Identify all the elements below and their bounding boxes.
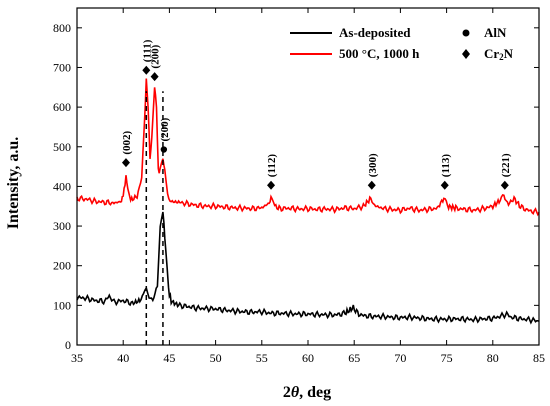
x-tick-label: 70 <box>394 351 406 365</box>
x-tick-label: 75 <box>441 351 453 365</box>
y-tick-label: 0 <box>65 338 71 352</box>
legend-aln-circle-icon <box>462 29 470 37</box>
legend-cr2n-main: Cr <box>484 46 499 61</box>
x-tick-label: 35 <box>71 351 83 365</box>
peak-label: (221) <box>500 153 512 177</box>
series-annealed-line <box>76 78 540 217</box>
cr2n-diamond-icon <box>367 180 376 190</box>
peak-label: (300) <box>367 153 379 177</box>
aln-circle-icon <box>160 146 168 153</box>
legend-cr2n-end: N <box>504 46 514 61</box>
legend-label-cr2n: Cr2N <box>484 46 514 62</box>
x-axis-label-suffix: , deg <box>299 384 331 401</box>
y-tick-label: 200 <box>53 259 71 273</box>
y-tick-label: 300 <box>53 219 71 233</box>
y-axis-label: Intensity, a.u. <box>5 137 22 229</box>
peak-label: (002) <box>121 130 133 154</box>
cr2n-diamond-icon <box>142 65 151 75</box>
y-tick-label: 600 <box>53 100 71 114</box>
peak-label: (200) <box>150 44 162 68</box>
legend-cr2n-diamond-icon <box>462 49 470 59</box>
x-axis-label: 2θ, deg <box>283 384 331 401</box>
x-tick-label: 45 <box>163 351 175 365</box>
x-tick-label: 40 <box>117 351 129 365</box>
cr2n-diamond-icon <box>440 180 449 190</box>
cr2n-diamond-icon <box>121 158 130 168</box>
peak-label: (200) <box>159 117 171 141</box>
legend-cr2n-sub: 2 <box>499 52 504 62</box>
y-tick-label: 400 <box>53 179 71 193</box>
x-tick-label: 55 <box>256 351 268 365</box>
reference-lines <box>145 91 164 345</box>
peak-annotations: (002)(111)(200)(200)(112) (300) (113) (221) <box>121 39 512 190</box>
x-tick-label: 80 <box>487 351 499 365</box>
legend-label-as-deposited: As-deposited <box>339 25 411 40</box>
y-tick-label: 100 <box>53 298 71 312</box>
y-tick-label: 700 <box>53 60 71 74</box>
y-tick-label: 500 <box>53 140 71 154</box>
peak-label: (111) <box>141 39 153 62</box>
y-tick-label: 800 <box>53 21 71 35</box>
x-tick-label: 60 <box>302 351 314 365</box>
x-tick-label: 65 <box>348 351 360 365</box>
x-axis-label-prefix: 2 <box>283 384 291 401</box>
legend-label-annealed: 500 °C, 1000 h <box>339 46 420 61</box>
peak-label: (113) <box>440 154 452 178</box>
cr2n-diamond-icon <box>150 72 159 82</box>
x-tick-label: 85 <box>533 351 545 365</box>
cr2n-diamond-icon <box>267 180 276 190</box>
series-as-deposited-line <box>76 211 540 325</box>
axes: 35 40 45 50 55 60 65 70 75 80 85 0 100 200 300 400 500 60… <box>53 7 545 365</box>
legend: As-deposited 500 °C, 1000 h AlN Cr2N <box>290 25 514 62</box>
x-axis-label-theta: θ <box>291 384 300 401</box>
x-tick-label: 50 <box>210 351 222 365</box>
cr2n-diamond-icon <box>500 180 509 190</box>
series-layer <box>76 78 540 325</box>
peak-label: (112) <box>266 154 278 178</box>
legend-label-aln: AlN <box>484 25 507 40</box>
